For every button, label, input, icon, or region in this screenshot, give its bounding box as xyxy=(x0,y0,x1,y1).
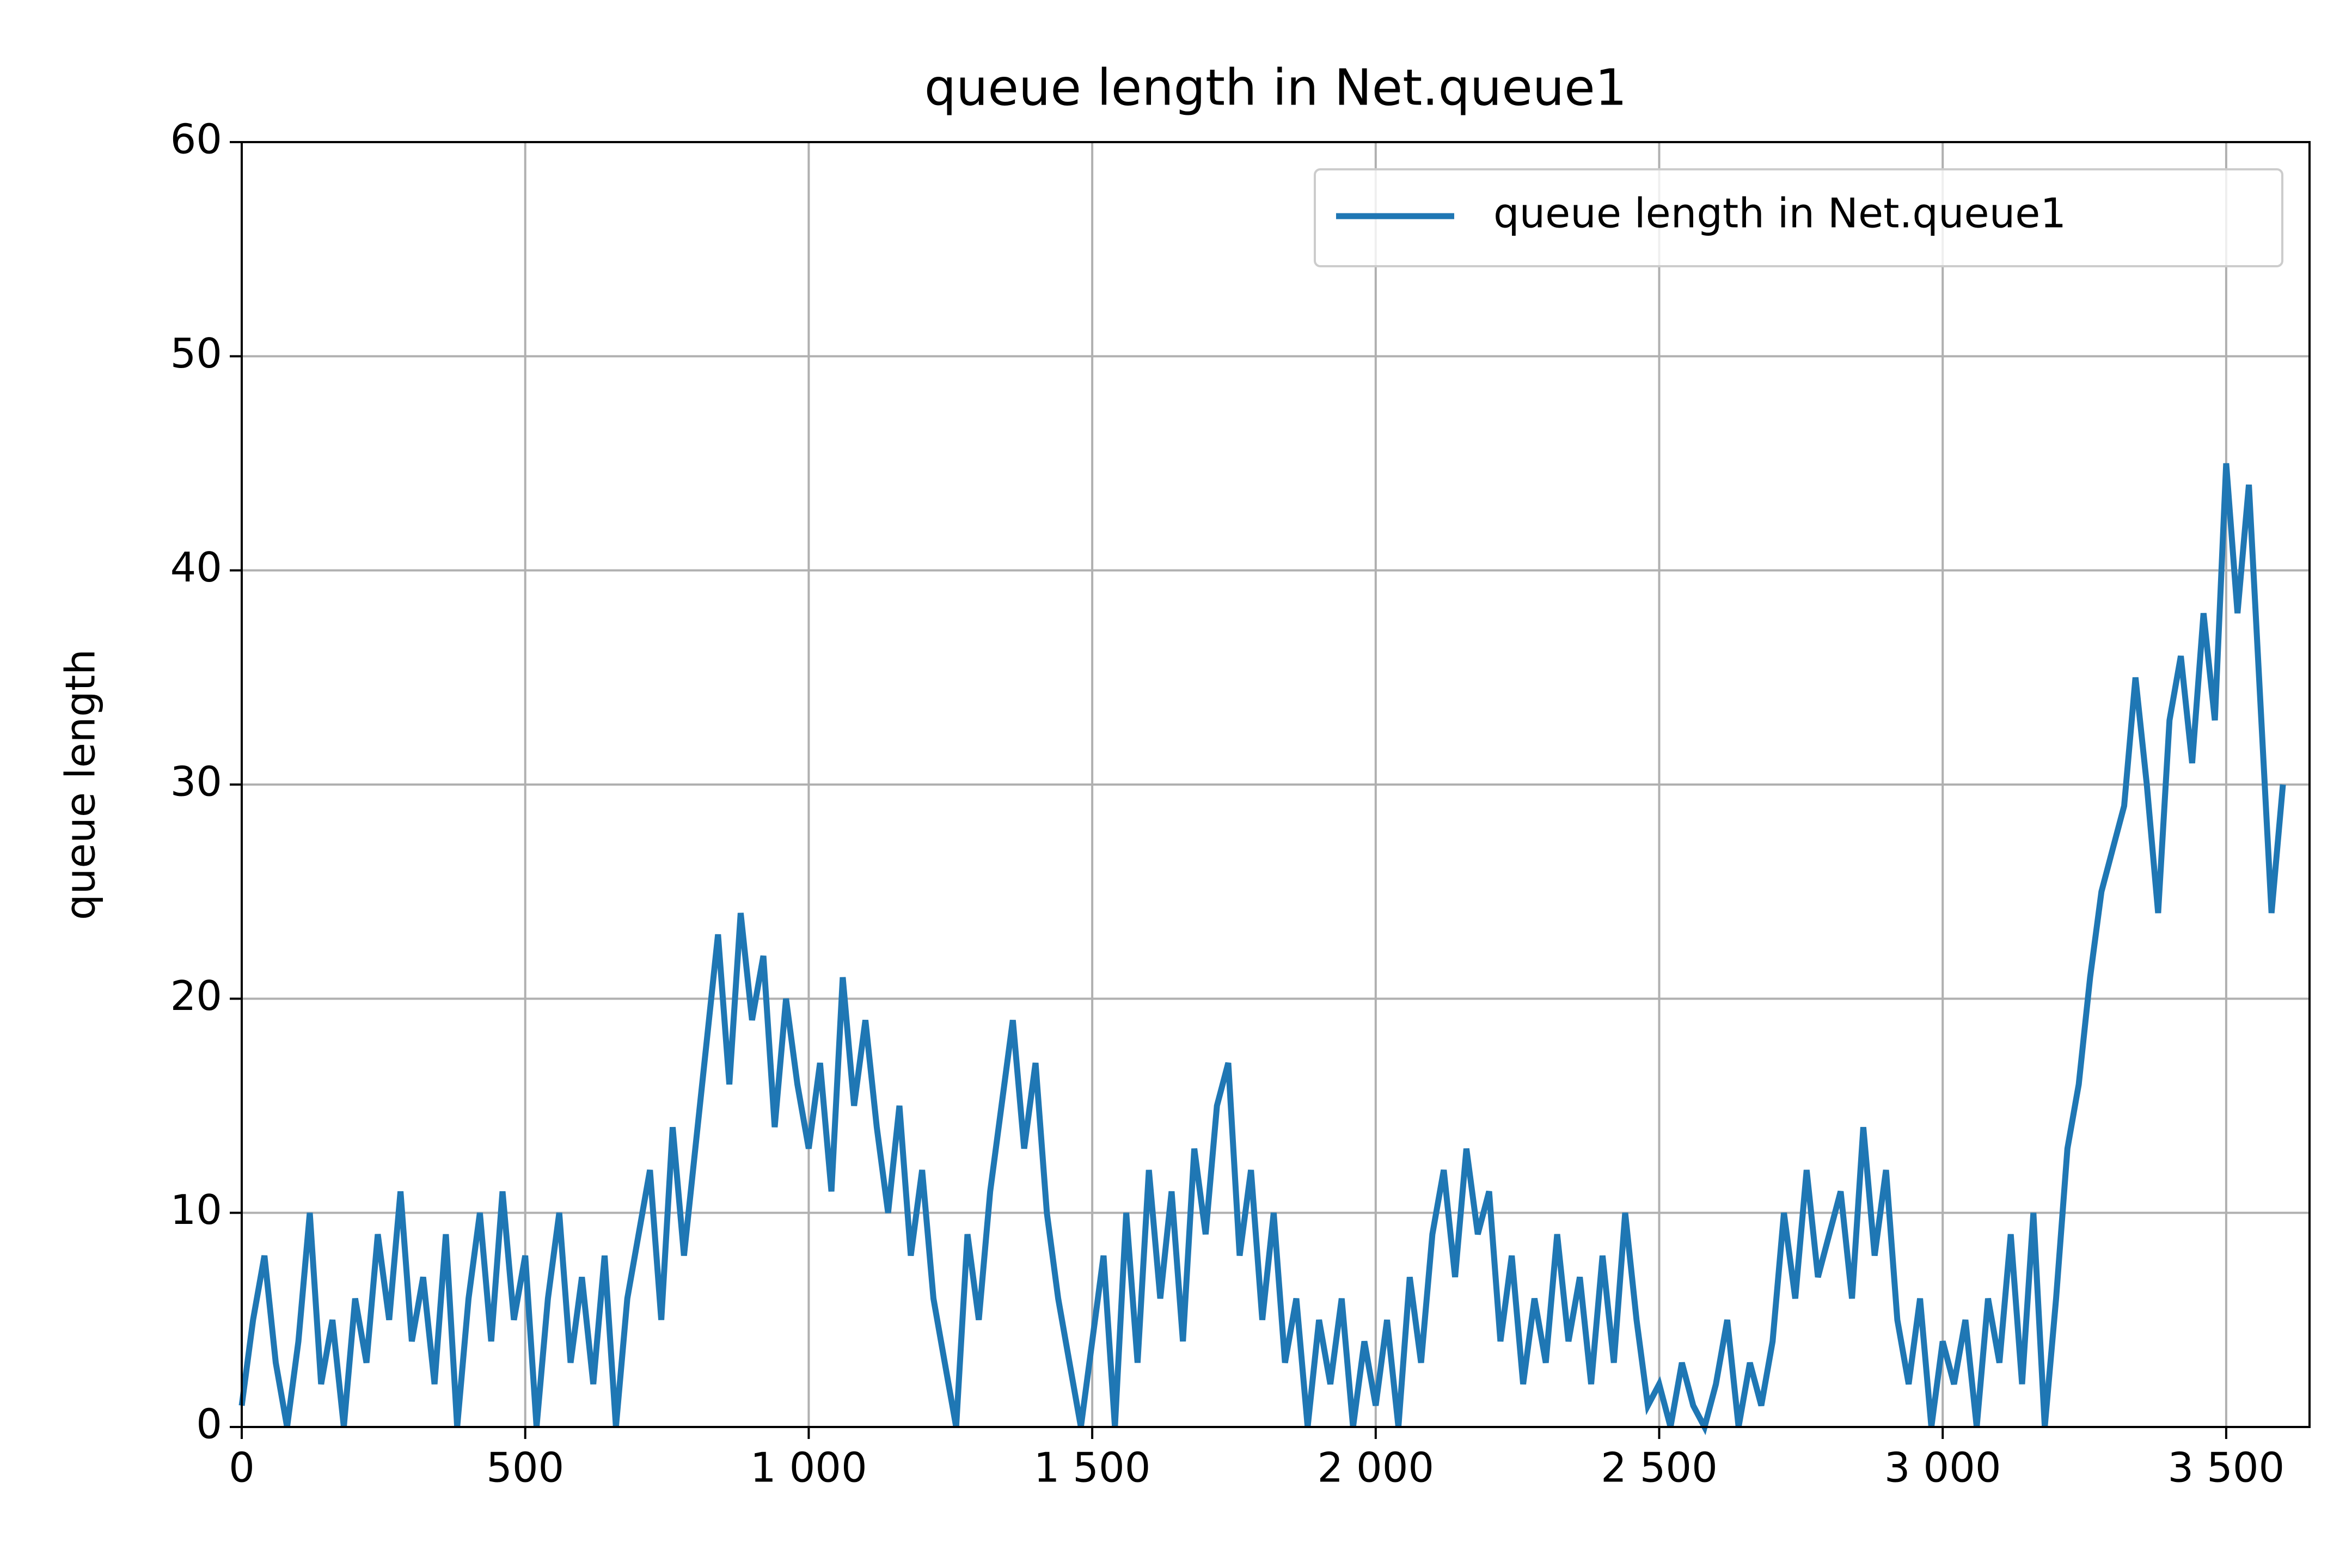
legend-box xyxy=(1314,168,2283,267)
y-tick-label: 60 xyxy=(170,115,222,163)
y-tick-label: 20 xyxy=(170,972,222,1020)
x-tick-label: 2 000 xyxy=(1317,1444,1434,1492)
legend-label: queue length in Net.queue1 xyxy=(1493,189,2066,237)
y-tick-label: 40 xyxy=(170,543,222,591)
legend: queue length in Net.queue1 xyxy=(1314,168,2283,267)
chart-title: queue length in Net.queue1 xyxy=(924,58,1627,117)
y-tick-label: 50 xyxy=(170,329,222,377)
x-tick-label: 1 500 xyxy=(1034,1444,1151,1492)
plot-frame xyxy=(241,141,2311,1428)
x-tick-label: 3 000 xyxy=(1884,1444,2001,1492)
x-tick-label: 2 500 xyxy=(1601,1444,1718,1492)
y-tick-label: 10 xyxy=(170,1186,222,1234)
x-tick-label: 0 xyxy=(229,1444,255,1492)
y-axis-label: queue length xyxy=(57,649,105,920)
x-tick-label: 500 xyxy=(486,1444,564,1492)
x-tick-label: 1 000 xyxy=(750,1444,867,1492)
y-tick-label: 0 xyxy=(196,1400,222,1448)
y-tick-label: 30 xyxy=(170,758,222,806)
x-tick-label: 3 500 xyxy=(2168,1444,2285,1492)
data-line xyxy=(238,463,2286,1435)
